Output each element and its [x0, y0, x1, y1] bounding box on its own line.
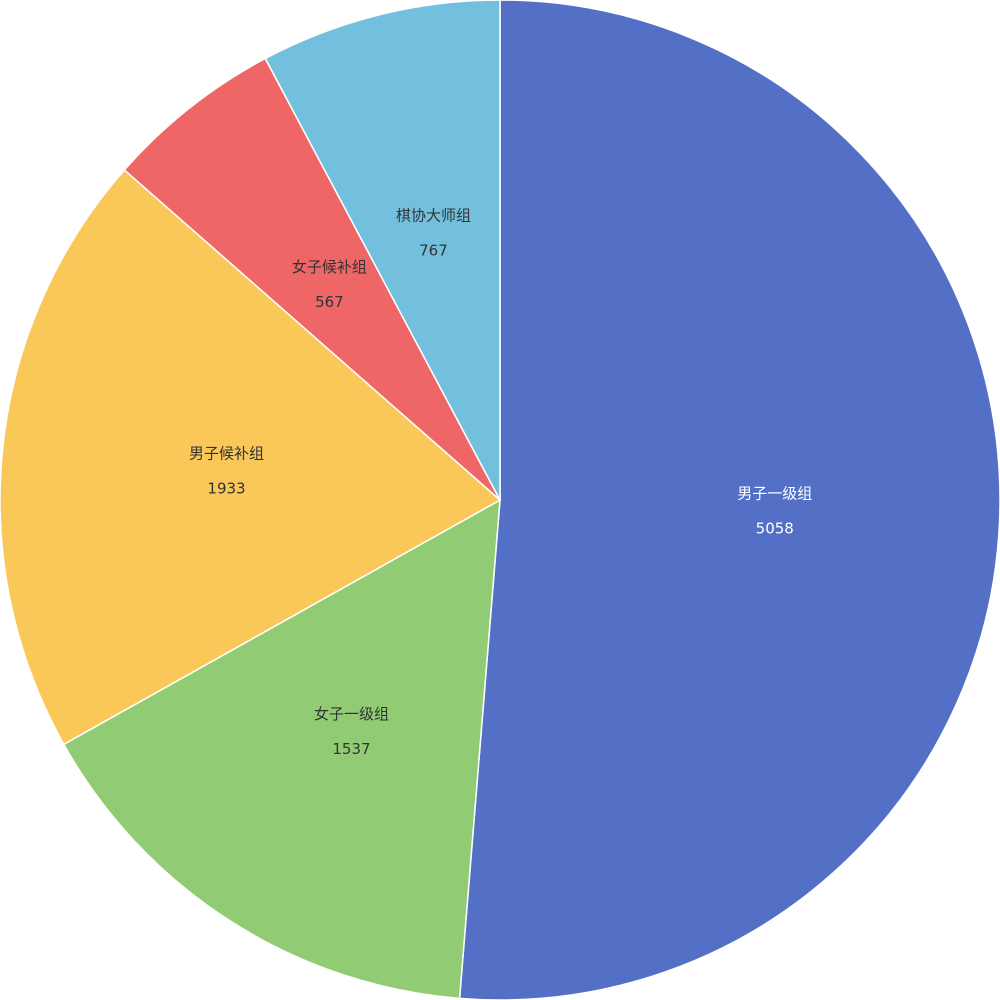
- pie-slice[interactable]: [62, 498, 501, 1000]
- slice-label-value: 5058: [756, 520, 794, 538]
- pie-slice[interactable]: [458, 0, 1000, 1000]
- slice-label-value: 1537: [332, 740, 370, 758]
- slice-label-value: 567: [315, 293, 344, 311]
- slice-label-name: 男子一级组: [737, 485, 812, 503]
- slice-label-name: 女子候补组: [292, 258, 367, 276]
- pie-slice[interactable]: [123, 57, 501, 501]
- slice-label-value: 1933: [207, 480, 245, 498]
- slice-label-value: 767: [419, 242, 448, 260]
- slice-label-name: 棋协大师组: [396, 207, 471, 225]
- slice-label-name: 女子一级组: [314, 705, 389, 723]
- pie-labels: 男子一级组 5058 女子一级组 1537 男子候补组 1933 女子候补组 567 棋协大师组…: [189, 207, 812, 758]
- slice-label-name: 男子候补组: [189, 445, 264, 463]
- pie-slice[interactable]: [264, 0, 501, 501]
- pie-slice[interactable]: [0, 168, 502, 746]
